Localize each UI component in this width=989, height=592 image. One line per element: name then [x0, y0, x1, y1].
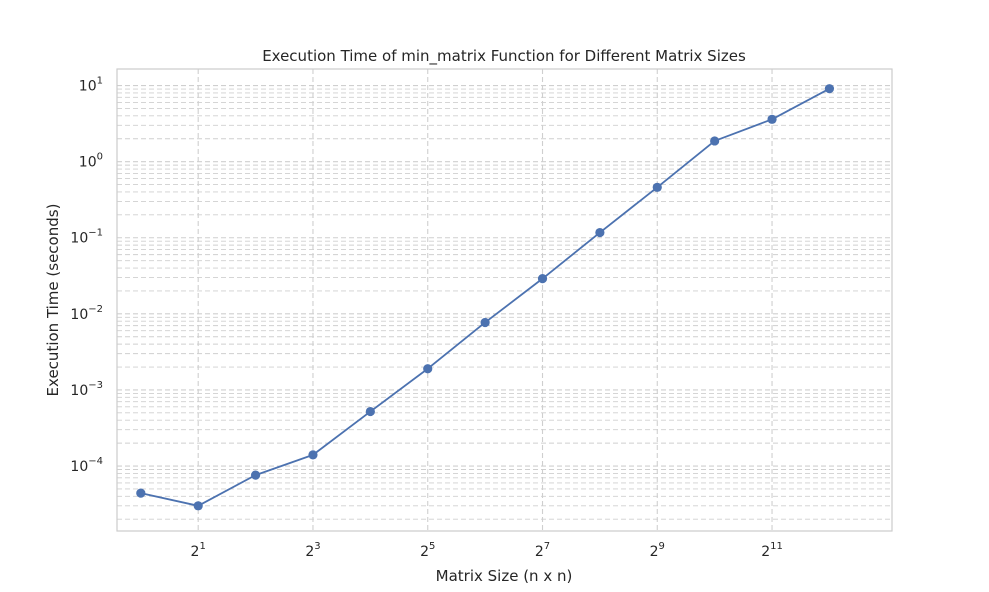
- x-tick-label: 25: [420, 541, 435, 560]
- data-point: [767, 114, 777, 124]
- x-tick-label: 29: [650, 541, 665, 560]
- data-point: [365, 406, 375, 417]
- data-point: [250, 470, 261, 480]
- y-tick-labels: 10−4 10−3 10−2 10−1 100 101: [70, 76, 103, 475]
- series-layer: [136, 84, 835, 511]
- data-point: [193, 501, 203, 511]
- chart-title: Execution Time of min_matrix Function fo…: [262, 47, 746, 66]
- x-tick-label: 211: [761, 541, 783, 560]
- y-tick-label: 10−3: [70, 380, 103, 399]
- y-tick-label: 101: [79, 76, 103, 95]
- y-axis-label: Execution Time (seconds): [44, 204, 62, 397]
- y-tick-label: 100: [79, 152, 103, 171]
- y-tick-label: 10−2: [70, 304, 103, 323]
- plot-frame: [116, 68, 893, 532]
- data-point: [480, 317, 490, 328]
- x-tick-label: 21: [191, 541, 206, 560]
- x-tick-label: 23: [305, 541, 320, 560]
- data-point: [710, 136, 720, 146]
- y-tick-label: 10−1: [70, 228, 103, 247]
- x-axis-label: Matrix Size (n x n): [436, 567, 573, 585]
- data-point: [595, 227, 605, 238]
- data-point: [537, 274, 548, 284]
- x-tick-label: 27: [535, 541, 550, 560]
- data-point: [652, 182, 662, 192]
- data-point: [824, 84, 835, 94]
- data-point: [423, 364, 433, 374]
- y-tick-label: 10−4: [70, 456, 103, 475]
- data-point: [308, 450, 318, 460]
- data-point: [136, 488, 146, 498]
- x-tick-labels: 21 23 25 27 29 211: [191, 541, 783, 560]
- grid: [117, 69, 892, 531]
